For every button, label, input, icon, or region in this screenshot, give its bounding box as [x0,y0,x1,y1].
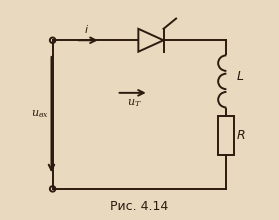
Text: $u_T$: $u_T$ [127,97,142,109]
Text: R: R [237,129,245,142]
Text: L: L [237,70,244,83]
Text: Рис. 4.14: Рис. 4.14 [110,200,169,213]
Text: i: i [84,25,87,35]
Bar [218,116,234,155]
Text: $u_{вх}$: $u_{вх}$ [31,109,49,121]
